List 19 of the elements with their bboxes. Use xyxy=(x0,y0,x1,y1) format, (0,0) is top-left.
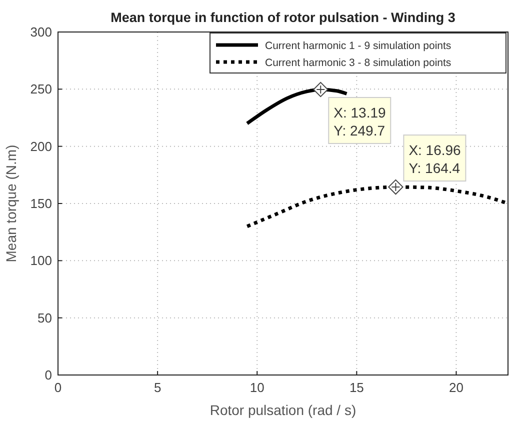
x-tick-label: 20 xyxy=(448,380,464,395)
x-tick-label: 10 xyxy=(250,380,264,395)
x-axis-title: Rotor pulsation (rad / s) xyxy=(210,402,356,418)
legend-label: Current harmonic 1 - 9 simulation points xyxy=(265,40,452,52)
y-tick-label: 150 xyxy=(30,196,52,211)
y-tick-label: 100 xyxy=(30,253,52,268)
x-tick-label: 0 xyxy=(54,380,62,395)
y-tick-label: 250 xyxy=(30,82,52,97)
annotation: X: 16.96 Y: 164.4 xyxy=(408,142,462,176)
y-tick-label: 50 xyxy=(38,310,52,326)
x-tick-label: 5 xyxy=(154,380,162,395)
y-axis-title: Mean torque (N.m) xyxy=(3,144,19,262)
annotation: X: 13.19 Y: 249.7 xyxy=(334,104,386,139)
x-tick-label: 15 xyxy=(349,380,364,395)
y-tick-label: 300 xyxy=(30,24,52,40)
y-tick-label: 200 xyxy=(30,138,52,154)
y-tick-label: 0 xyxy=(44,368,52,382)
chart-title: Mean torque in function of rotor pulsation - Winding 3 xyxy=(110,10,456,25)
legend-label: Current harmonic 3 - 8 simulation points xyxy=(265,57,452,69)
